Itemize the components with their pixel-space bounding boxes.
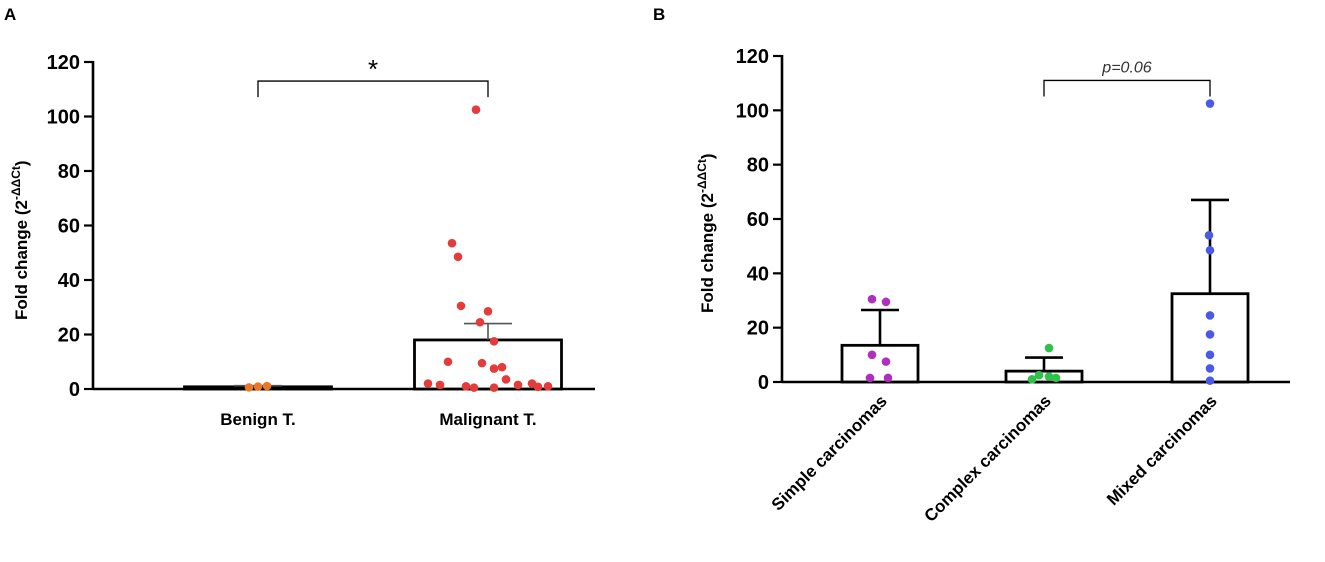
plot-panel-a: 0 20 40 60 80 100 120 Benign T. Malignant T. * xyxy=(47,52,595,429)
data-point xyxy=(543,381,553,391)
panel-label-a: A xyxy=(4,5,16,24)
data-point xyxy=(513,380,523,390)
data-point xyxy=(253,382,263,391)
data-point xyxy=(881,297,891,307)
data-point xyxy=(244,383,254,392)
data-point xyxy=(1034,370,1044,380)
data-point xyxy=(881,357,891,366)
data-point xyxy=(477,358,487,368)
data-point xyxy=(501,375,511,384)
y-tick-label: 80 xyxy=(58,161,80,183)
plot-panel-b: 0 20 40 60 80 100 120 Simple carcinomas Complex … xyxy=(736,46,1290,526)
data-point xyxy=(262,381,272,391)
y-axis-title-b-sup: -ΔΔCt xyxy=(695,159,709,193)
data-point xyxy=(1205,311,1215,320)
y-axis-title-a-main: Fold change (2 xyxy=(12,200,31,320)
data-point xyxy=(475,317,485,327)
y-tick-label: 60 xyxy=(58,216,80,238)
data-point xyxy=(1044,372,1054,381)
data-point xyxy=(1205,364,1215,373)
data-point xyxy=(865,373,875,383)
y-tick-label: 100 xyxy=(736,100,769,122)
data-point xyxy=(435,380,445,390)
data-point xyxy=(447,238,457,248)
data-point xyxy=(489,364,499,373)
significance-bracket xyxy=(1043,79,1211,97)
data-point xyxy=(489,383,499,392)
data-point xyxy=(1051,373,1061,383)
x-tick-label: Mixed carcinomas xyxy=(1103,391,1221,509)
data-point xyxy=(533,382,543,392)
y-axis-title-a-close: ) xyxy=(12,160,31,166)
y-tick-label: 20 xyxy=(747,318,769,340)
y-axis-title-a-sup: -ΔΔCt xyxy=(9,166,23,200)
y-tick-label: 0 xyxy=(69,379,80,401)
x-tick-label: Simple carcinomas xyxy=(768,391,891,514)
data-point xyxy=(867,294,877,304)
data-point xyxy=(469,383,479,392)
data-point xyxy=(1205,330,1215,339)
data-point xyxy=(489,337,499,346)
y-tick-label: 40 xyxy=(58,270,80,292)
x-tick-label: Benign T. xyxy=(220,410,296,429)
y-tick-label: 40 xyxy=(747,263,769,285)
bar-0 xyxy=(840,343,920,384)
y-tick-label: 120 xyxy=(47,52,80,74)
data-point xyxy=(453,252,463,262)
data-point xyxy=(867,350,877,360)
data-point xyxy=(1205,350,1215,360)
data-point xyxy=(1027,374,1037,384)
y-tick-label: 0 xyxy=(758,372,769,394)
y-axis-title-b: Fold change (2-ΔΔCt) xyxy=(695,153,717,313)
y-tick-label: 80 xyxy=(747,155,769,177)
data-point xyxy=(1205,99,1215,108)
data-point xyxy=(456,301,466,311)
y-tick-label: 20 xyxy=(58,325,80,347)
data-point xyxy=(1205,245,1215,255)
y-axis-title-a: Fold change (2-ΔΔCt) xyxy=(9,160,31,320)
significance-bracket xyxy=(257,80,489,98)
data-point xyxy=(461,381,471,391)
x-tick-label: Complex carcinomas xyxy=(920,391,1054,525)
y-axis-title-b-close: ) xyxy=(698,153,717,159)
y-tick-label: 60 xyxy=(747,209,769,231)
data-point xyxy=(497,362,507,372)
y-tick-label: 120 xyxy=(736,46,769,68)
data-point xyxy=(443,357,453,367)
data-point xyxy=(1204,231,1214,240)
data-point xyxy=(1205,376,1215,385)
y-axis-title-b-main: Fold change (2 xyxy=(698,193,717,313)
bar-1 xyxy=(1004,369,1084,384)
significance-annotation: p=0.06 xyxy=(1101,59,1151,76)
data-point xyxy=(483,307,493,316)
panel-label-b: B xyxy=(653,5,665,24)
x-tick-label: Malignant T. xyxy=(439,410,536,429)
data-point xyxy=(423,379,433,388)
data-point xyxy=(471,105,481,114)
y-tick-label: 100 xyxy=(47,107,80,129)
data-point xyxy=(1044,343,1054,353)
bar-1 xyxy=(413,338,563,391)
significance-annotation: * xyxy=(368,54,378,84)
data-point xyxy=(883,373,893,383)
